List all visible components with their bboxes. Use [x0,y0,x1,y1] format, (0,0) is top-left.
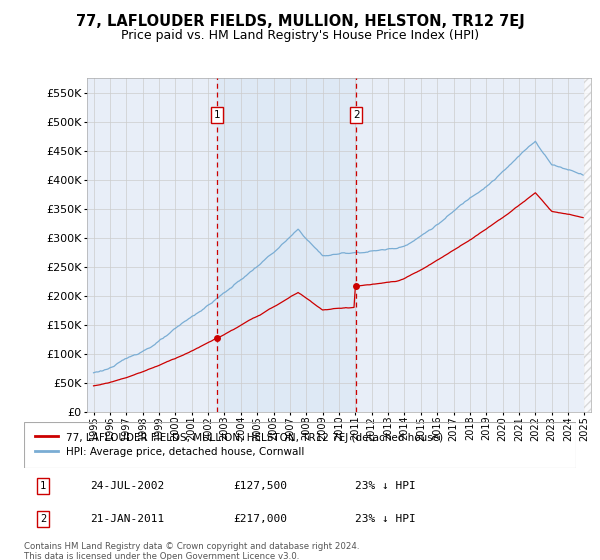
Text: 1: 1 [40,481,46,491]
Text: Contains HM Land Registry data © Crown copyright and database right 2024.
This d: Contains HM Land Registry data © Crown c… [24,542,359,560]
Text: 24-JUL-2002: 24-JUL-2002 [90,481,164,491]
Text: £217,000: £217,000 [234,514,288,524]
Text: 21-JAN-2011: 21-JAN-2011 [90,514,164,524]
Text: £127,500: £127,500 [234,481,288,491]
Text: 2: 2 [353,110,359,120]
Bar [217,78,356,412]
Text: Price paid vs. HM Land Registry's House Price Index (HPI): Price paid vs. HM Land Registry's House … [121,29,479,42]
Legend: 77, LAFLOUDER FIELDS, MULLION, HELSTON, TR12 7EJ (detached house), HPI: Average : 77, LAFLOUDER FIELDS, MULLION, HELSTON, … [35,432,443,457]
Text: 23% ↓ HPI: 23% ↓ HPI [355,481,416,491]
Text: 2: 2 [40,514,46,524]
Text: 77, LAFLOUDER FIELDS, MULLION, HELSTON, TR12 7EJ: 77, LAFLOUDER FIELDS, MULLION, HELSTON, … [76,14,524,29]
Text: 23% ↓ HPI: 23% ↓ HPI [355,514,416,524]
Text: 1: 1 [214,110,221,120]
